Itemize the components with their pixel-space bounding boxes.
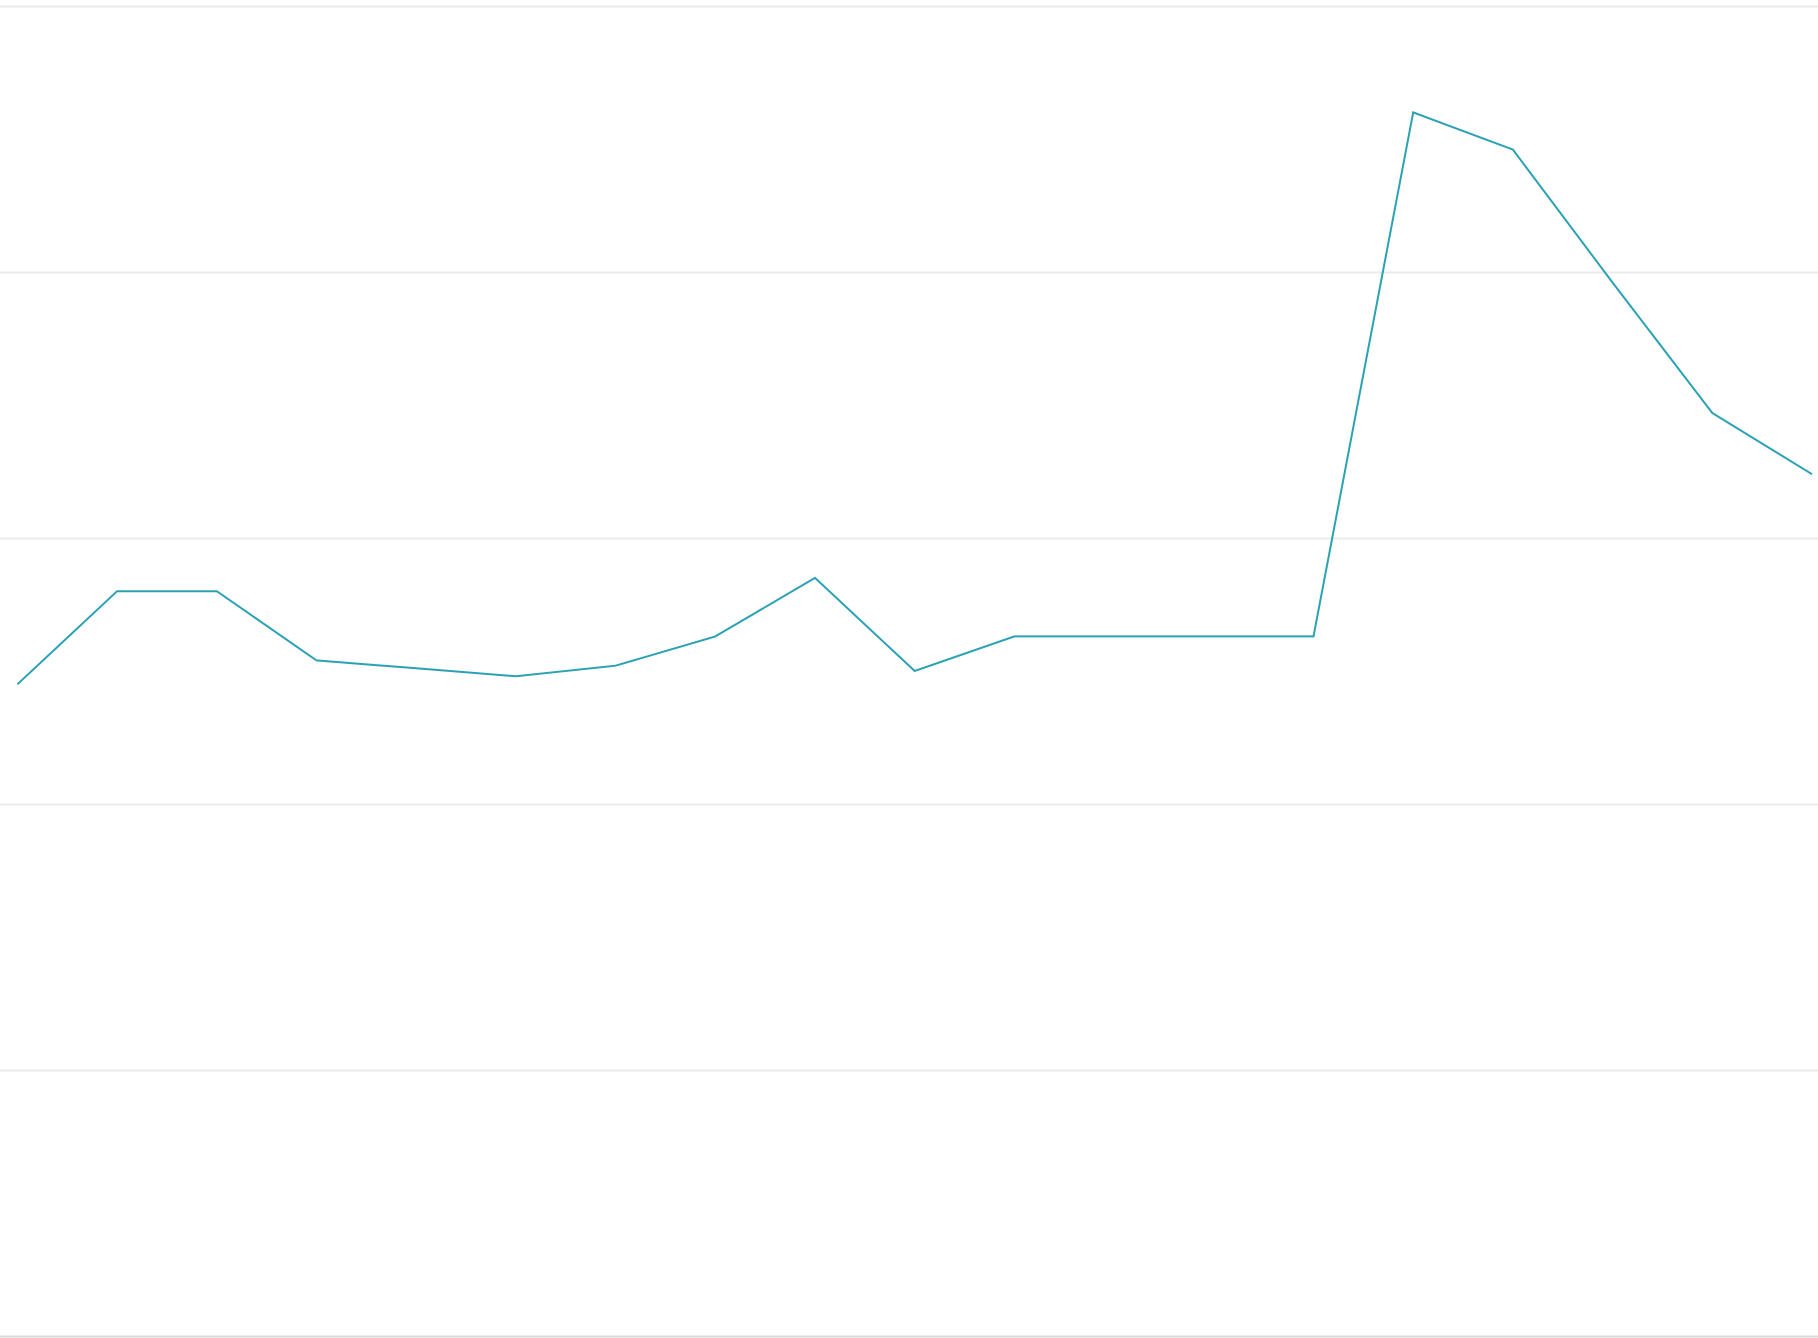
data-line <box>16 111 1813 686</box>
